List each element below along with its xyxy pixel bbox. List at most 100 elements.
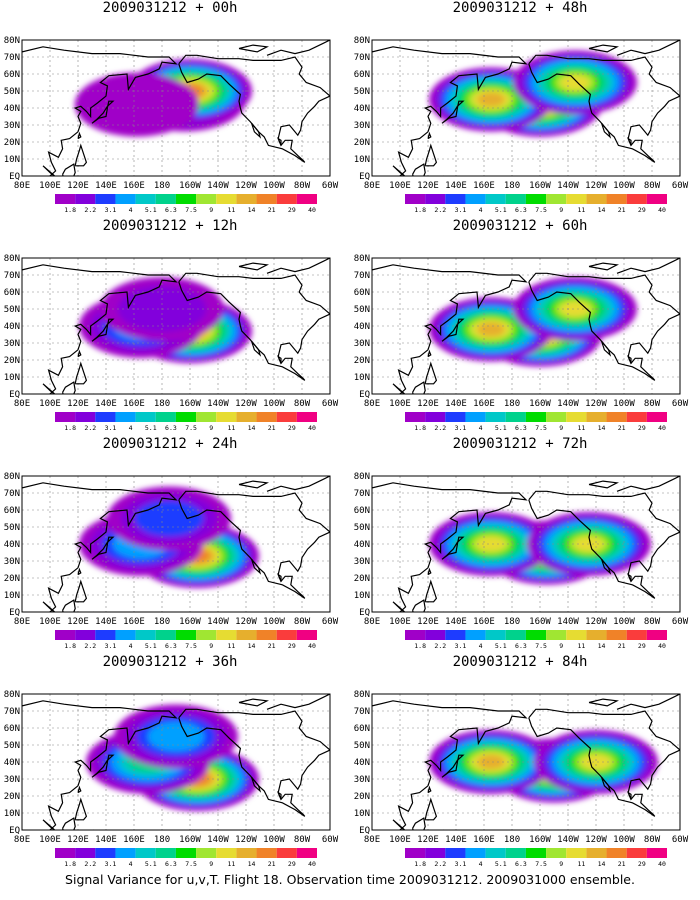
x-tick-label: 80E <box>364 617 380 627</box>
coastline <box>91 318 115 342</box>
coastline <box>626 137 632 146</box>
coastline <box>42 165 56 176</box>
legend-swatch <box>626 630 647 640</box>
panel-12h: 2009031212 + 12h 80E 100E 120E 140E 160E 180 1… <box>0 218 340 433</box>
coastline <box>77 349 82 358</box>
coastline <box>42 819 56 830</box>
legend-label: 3.1 <box>105 424 117 432</box>
coastline <box>266 40 330 56</box>
coastline <box>276 355 282 364</box>
legend-swatch <box>405 412 426 422</box>
plot-area <box>372 694 680 830</box>
x-tick-label: 160E <box>123 835 145 845</box>
legend-swatch <box>546 412 567 422</box>
x-tick-label: 60W <box>672 181 689 191</box>
legend-label: 6.3 <box>165 206 177 214</box>
legend-swatch <box>155 194 176 204</box>
x-tick-label: 140W <box>207 181 229 191</box>
coastline <box>528 54 680 163</box>
legend-label: 1.8 <box>64 642 76 650</box>
legend-swatch <box>236 194 257 204</box>
legend-label: 9 <box>209 424 213 432</box>
legend-swatch <box>566 848 587 858</box>
x-tick-label: 100W <box>263 399 285 409</box>
legend-swatch <box>236 848 257 858</box>
legend-label: 5.1 <box>145 206 157 214</box>
y-tick-label: 50N <box>354 87 370 97</box>
y-tick-label: 20N <box>4 792 20 802</box>
x-tick-label: 160W <box>179 399 201 409</box>
legend-swatch <box>505 412 526 422</box>
legend-label: 29 <box>638 642 646 650</box>
x-tick-label: 100W <box>613 181 635 191</box>
y-tick-label: 30N <box>4 339 20 349</box>
y-tick-label: 60N <box>4 506 20 516</box>
legend-swatch <box>646 412 667 422</box>
coastline <box>427 349 432 358</box>
legend-label: 21 <box>618 206 626 214</box>
coastline <box>22 46 178 176</box>
coastline <box>412 817 426 830</box>
legend-label: 40 <box>658 206 666 214</box>
y-tick-label: 70N <box>354 707 370 717</box>
legend-swatch <box>55 412 76 422</box>
y-tick-label: 40N <box>354 758 370 768</box>
legend-label: 9 <box>559 424 563 432</box>
legend-label: 14 <box>248 642 256 650</box>
x-tick-label: 160E <box>473 617 495 627</box>
x-tick-label: 100E <box>39 835 61 845</box>
x-tick-label: 100W <box>613 835 635 845</box>
coastline <box>616 694 680 710</box>
legend-swatch <box>175 630 197 640</box>
legend-swatch <box>95 194 116 204</box>
legend-swatch <box>405 194 426 204</box>
legend-swatch <box>75 630 96 640</box>
legend-swatch <box>196 194 217 204</box>
legend-swatch <box>445 194 466 204</box>
legend-swatch <box>465 412 486 422</box>
x-tick-label: 180 <box>154 617 170 627</box>
coastline <box>238 480 269 489</box>
x-tick-label: 120E <box>417 181 439 191</box>
legend-label: 14 <box>598 424 606 432</box>
legend-label: 1.8 <box>64 860 76 868</box>
coastline <box>251 340 262 357</box>
coastline <box>91 100 115 124</box>
legend-label: 9 <box>209 642 213 650</box>
x-tick-label: 160W <box>529 399 551 409</box>
x-tick-label: 140W <box>557 399 579 409</box>
legend-label: 40 <box>308 424 316 432</box>
y-tick-label: 10N <box>354 155 370 165</box>
x-tick-label: 100E <box>389 399 411 409</box>
legend-swatch <box>115 412 136 422</box>
legend-label: 3.1 <box>105 860 117 868</box>
legend-swatch <box>485 412 506 422</box>
legend-label: 3.1 <box>455 642 467 650</box>
map-plot: 80E 100E 120E 140E 160E 180 160W 140W 120W 100W 80… <box>4 690 339 868</box>
legend-swatch <box>465 630 486 640</box>
plot-frame <box>21 257 331 395</box>
legend-swatch <box>425 630 446 640</box>
x-tick-label: 80E <box>14 181 30 191</box>
legend-label: 21 <box>618 860 626 868</box>
legend-label: 5.1 <box>145 860 157 868</box>
coastline <box>601 122 612 139</box>
legend-swatch <box>546 194 567 204</box>
y-tick-label: 10N <box>354 809 370 819</box>
legend-label: 1.8 <box>64 424 76 432</box>
legend-swatch <box>296 194 317 204</box>
coastline <box>626 791 632 800</box>
figure-caption: Signal Variance for u,v,T. Flight 18. Ob… <box>65 872 635 887</box>
variance-field <box>79 277 252 364</box>
coastline <box>74 143 88 167</box>
legend-label: 7.5 <box>185 206 197 214</box>
variance-field <box>74 59 252 137</box>
panel-00h: 2009031212 + 00h 80E 100E 120E 140E 160E 180 1… <box>0 0 340 215</box>
legend-swatch <box>155 630 176 640</box>
x-tick-label: 80E <box>364 835 380 845</box>
legend-label: 4 <box>129 860 133 868</box>
legend-label: 5.1 <box>495 860 507 868</box>
y-tick-label: 80N <box>354 36 370 46</box>
contour-level <box>147 721 205 752</box>
legend-swatch <box>236 412 257 422</box>
